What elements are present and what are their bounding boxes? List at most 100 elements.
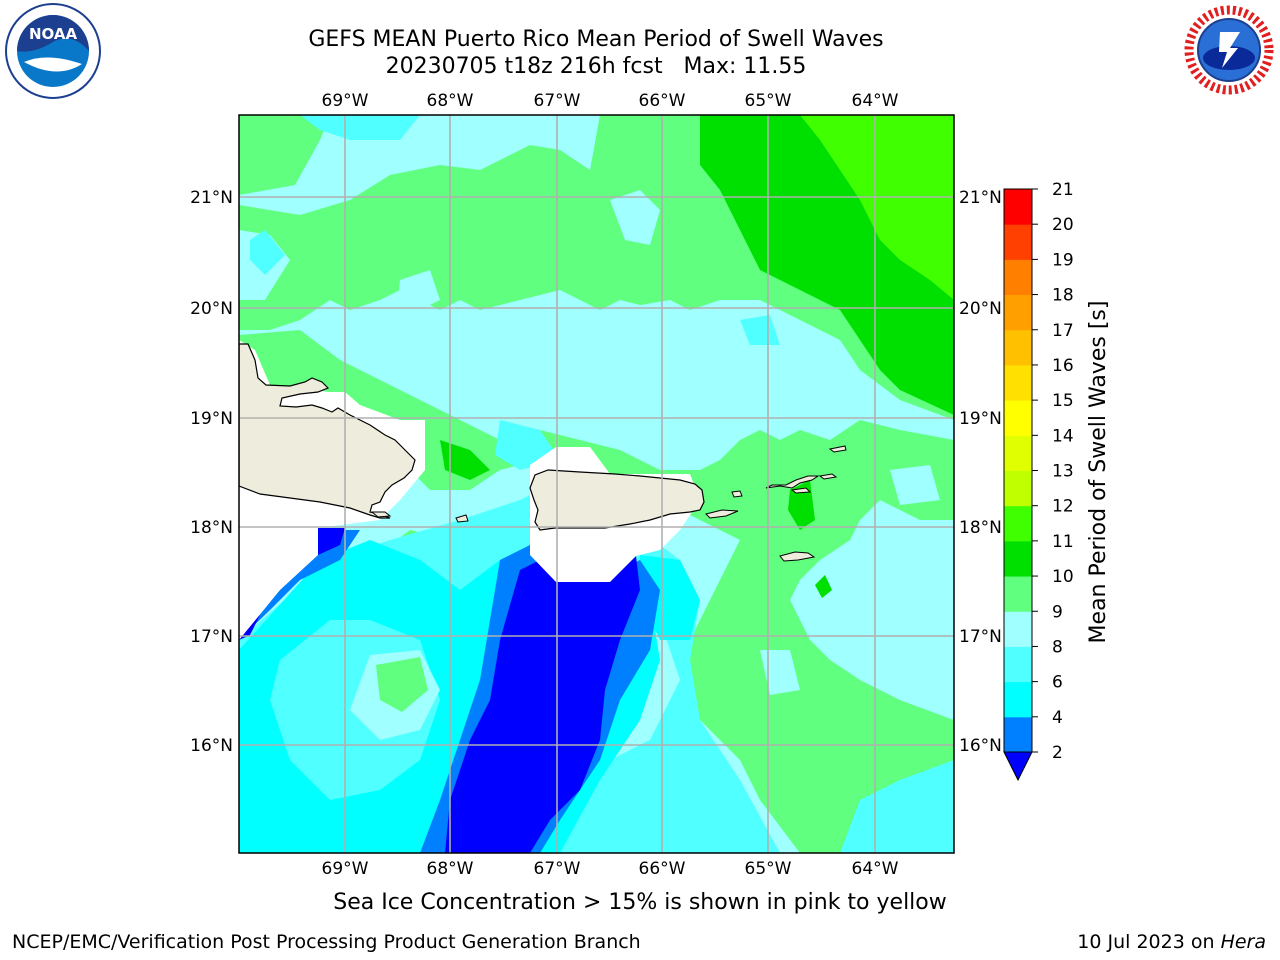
colorbar-segment (1004, 224, 1032, 260)
culebra-island (731, 490, 743, 498)
mona-island (455, 514, 469, 523)
colorbar-tick-label: 11 (1052, 532, 1074, 552)
period-8-9-region (398, 270, 440, 310)
lon-label: 65°W (745, 91, 792, 111)
colorbar-tick-label: 19 (1052, 250, 1074, 270)
lon-label: 65°W (745, 859, 792, 879)
lon-label: 67°W (534, 91, 581, 111)
colorbar-tick-label: 18 (1052, 286, 1074, 306)
period-2-4-region (239, 530, 360, 640)
noaa-logo-text: NOAA (29, 25, 78, 43)
colorbar-tick-label: 9 (1052, 602, 1063, 622)
colorbar-label: Mean Period of Swell Waves [s] (1086, 301, 1111, 644)
lat-label: 16°N (959, 736, 1002, 756)
lat-label: 17°N (190, 627, 233, 647)
colorbar-segment (1004, 189, 1032, 225)
title-line-2: 20230705 t18z 216h fcst Max: 11.55 (385, 54, 807, 79)
colorbar-tick-label: 14 (1052, 426, 1074, 446)
colorbar-tick-label: 13 (1052, 462, 1074, 482)
period-6-8-region (840, 760, 954, 853)
period-8-9-region (700, 370, 740, 440)
island-speck (818, 473, 838, 480)
lat-labels-right: 21°N 20°N 19°N 18°N 17°N 16°N (959, 188, 1002, 756)
period-below-2-region (445, 556, 640, 853)
colorbar-segment (1004, 576, 1032, 612)
st-croix-island (779, 551, 816, 562)
lat-label: 17°N (959, 627, 1002, 647)
lon-labels-bottom: 69°W 68°W 67°W 66°W 65°W 64°W (322, 859, 899, 879)
lat-label: 19°N (190, 409, 233, 429)
title-line-1: GEFS MEAN Puerto Rico Mean Period of Swe… (308, 27, 884, 52)
map-plot-area (239, 115, 954, 853)
colorbar-segment (1004, 364, 1032, 401)
lon-label: 69°W (322, 91, 369, 111)
period-6-8-region (250, 230, 285, 275)
anegada-island (828, 445, 847, 453)
colorbar-segment (1004, 400, 1032, 436)
colorbar-tick-label: 2 (1052, 743, 1063, 763)
colorbar-tick-label: 20 (1052, 215, 1074, 235)
period-8-9-region (760, 650, 800, 695)
graticule (239, 115, 954, 853)
period-6-8-region (300, 115, 420, 140)
lon-label: 66°W (639, 859, 686, 879)
footer-branch: NCEP/EMC/Verification Post Processing Pr… (12, 931, 641, 953)
lat-label: 16°N (190, 736, 233, 756)
period-6-8-region (740, 315, 780, 345)
lat-label: 18°N (190, 518, 233, 538)
period-9-10-region (376, 657, 428, 712)
puerto-rico-land (529, 469, 705, 531)
lon-label: 68°W (427, 91, 474, 111)
period-10-11-region (815, 575, 832, 598)
period-9-10-region (239, 115, 330, 195)
period-below-2-region (318, 528, 345, 555)
lon-labels-top: 69°W 68°W 67°W 66°W 65°W 64°W (322, 91, 899, 111)
period-10-11-region (440, 440, 490, 480)
lon-label: 64°W (852, 91, 899, 111)
colorbar-segment (1004, 470, 1032, 507)
colorbar-tick-label: 4 (1052, 708, 1063, 728)
vieques-island (705, 509, 739, 519)
colorbar-segment (1004, 329, 1032, 366)
lon-label: 66°W (639, 91, 686, 111)
lat-label: 18°N (959, 518, 1002, 538)
colorbar-segment (1004, 540, 1032, 577)
colorbar-tick-label: 17 (1052, 321, 1074, 341)
lat-label: 21°N (190, 188, 233, 208)
colorbar-tick-label: 8 (1052, 637, 1063, 657)
colorbar-extend-triangle (1003, 751, 1033, 782)
noaa-logo: NOAA (5, 3, 101, 99)
colorbar-segment (1004, 646, 1032, 683)
virgin-islands (765, 475, 820, 489)
lat-labels-left: 21°N 20°N 19°N 18°N 17°N 16°N (190, 188, 233, 756)
colorbar-tick-label: 16 (1052, 356, 1074, 376)
colorbar-tick-label: 6 (1052, 673, 1063, 693)
lat-label: 20°N (959, 299, 1002, 319)
hispaniola-land (239, 343, 416, 519)
period-10-11-region (800, 115, 954, 300)
lon-label: 67°W (534, 859, 581, 879)
colorbar-segment (1004, 681, 1032, 718)
colorbar-segment (1004, 611, 1032, 647)
saona-island (370, 511, 392, 518)
colorbar-segment (1004, 294, 1032, 331)
lon-label: 69°W (322, 859, 369, 879)
sea-ice-note: Sea Ice Concentration > 15% is shown in … (333, 890, 947, 915)
colorbar-segment (1004, 505, 1032, 542)
lat-label: 19°N (959, 409, 1002, 429)
lon-label: 68°W (427, 859, 474, 879)
lat-label: 20°N (190, 299, 233, 319)
lat-label: 21°N (959, 188, 1002, 208)
period-below-2-region (239, 615, 260, 640)
colorbar-segment (1004, 259, 1032, 296)
nws-logo (1183, 4, 1275, 96)
footer-date-text: 10 Jul 2023 on (1077, 931, 1221, 953)
footer-date: 10 Jul 2023 on Hera (1077, 931, 1266, 953)
colorbar-tick-label: 15 (1052, 391, 1074, 411)
footer-machine: Hera (1220, 931, 1266, 953)
colorbar-tick-label: 21 (1052, 180, 1074, 200)
colorbar-tick-label: 12 (1052, 497, 1074, 517)
period-8-9-region (890, 465, 940, 505)
period-8-9-region (860, 620, 954, 720)
